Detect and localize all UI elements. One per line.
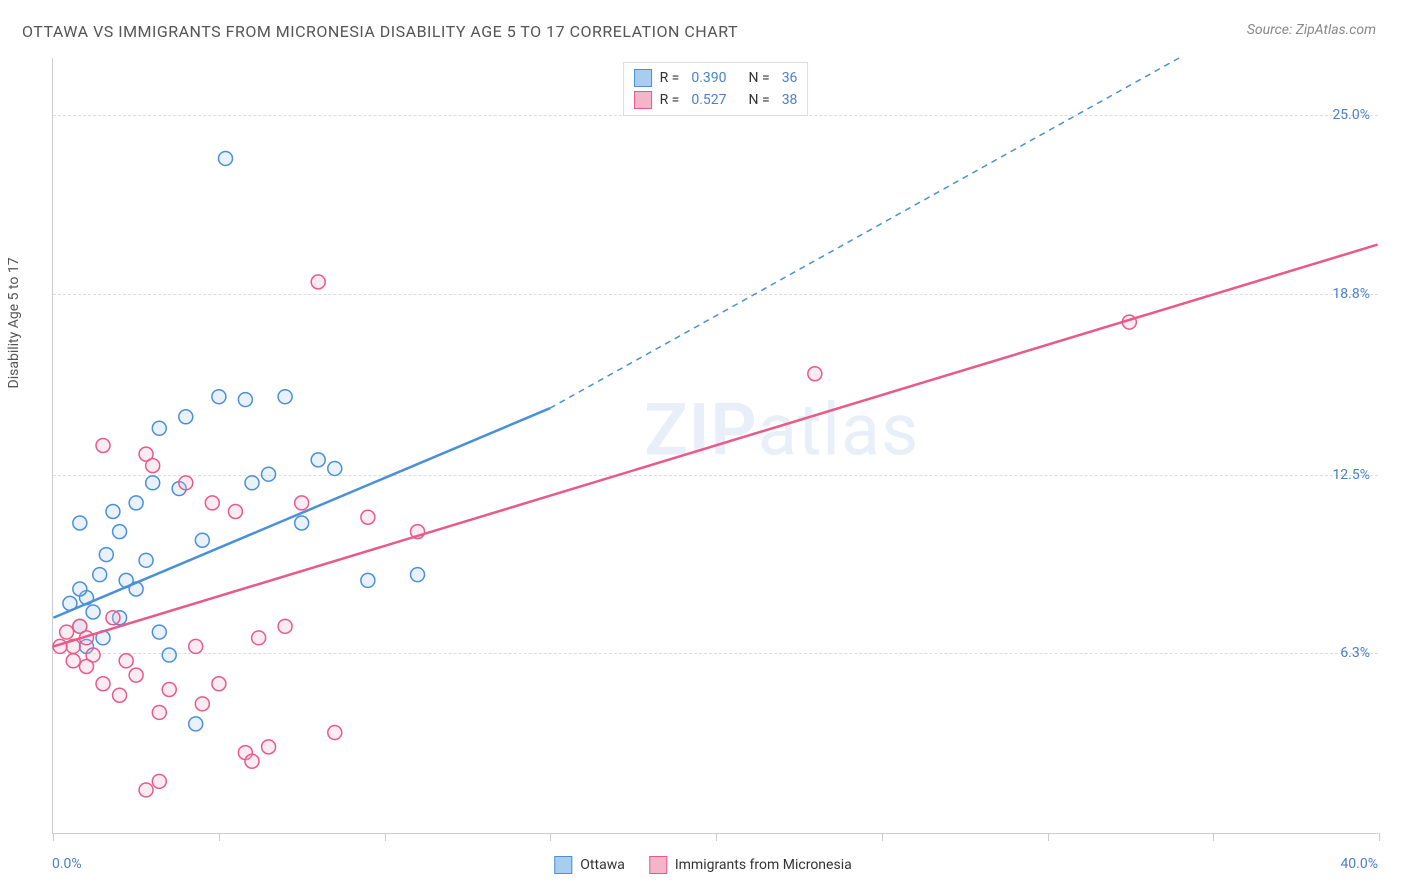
- legend-stats-row: R = 0.527 N = 38: [634, 89, 798, 111]
- data-point: [129, 668, 143, 682]
- legend-n-label: N =: [749, 70, 770, 86]
- data-point: [106, 611, 120, 625]
- data-point: [129, 496, 143, 510]
- data-point: [99, 548, 113, 562]
- chart-title: OTTAWA VS IMMIGRANTS FROM MICRONESIA DIS…: [22, 22, 738, 41]
- legend-swatch: [634, 69, 652, 87]
- legend-bottom: Ottawa Immigrants from Micronesia: [554, 856, 851, 874]
- data-point: [295, 516, 309, 530]
- legend-stats-box: R = 0.390 N = 36 R = 0.527 N = 38: [623, 62, 809, 116]
- data-point: [119, 654, 133, 668]
- legend-swatch: [554, 856, 572, 874]
- legend-item: Immigrants from Micronesia: [649, 856, 852, 874]
- scatter-plot-svg: [53, 58, 1378, 833]
- data-point: [238, 393, 252, 407]
- data-point: [411, 568, 425, 582]
- data-point: [113, 525, 127, 539]
- data-point: [295, 496, 309, 510]
- x-tick: [1379, 833, 1380, 841]
- data-point: [245, 754, 259, 768]
- legend-r-value: 0.527: [691, 92, 726, 108]
- legend-swatch: [634, 91, 652, 109]
- legend-item: Ottawa: [554, 856, 625, 874]
- x-tick: [550, 833, 551, 841]
- data-point: [212, 390, 226, 404]
- data-point: [361, 510, 375, 524]
- y-axis-title: Disability Age 5 to 17: [6, 257, 22, 388]
- data-point: [146, 459, 160, 473]
- data-point: [195, 697, 209, 711]
- data-point: [328, 461, 342, 475]
- data-point: [162, 648, 176, 662]
- data-point: [79, 660, 93, 674]
- data-point: [195, 533, 209, 547]
- data-point: [113, 688, 127, 702]
- data-point: [152, 625, 166, 639]
- data-point: [152, 705, 166, 719]
- data-point: [228, 505, 242, 519]
- data-point: [219, 151, 233, 165]
- data-point: [73, 582, 87, 596]
- data-point: [139, 553, 153, 567]
- data-point: [179, 476, 193, 490]
- x-tick: [385, 833, 386, 841]
- legend-r-label: R =: [660, 70, 680, 86]
- data-point: [106, 505, 120, 519]
- data-point: [139, 783, 153, 797]
- x-tick: [219, 833, 220, 841]
- data-point: [262, 467, 276, 481]
- data-point: [328, 726, 342, 740]
- data-point: [66, 654, 80, 668]
- data-point: [152, 421, 166, 435]
- plot-area: ZIPatlas R =0.390N =36R =0.527N =38 6.3%…: [52, 58, 1378, 834]
- data-point: [146, 476, 160, 490]
- legend-label: Ottawa: [580, 857, 625, 873]
- x-tick: [53, 833, 54, 841]
- data-point: [262, 740, 276, 754]
- data-point: [189, 639, 203, 653]
- data-point: [162, 682, 176, 696]
- data-point: [252, 631, 266, 645]
- x-tick: [716, 833, 717, 841]
- legend-n-label: N =: [749, 92, 770, 108]
- data-point: [361, 573, 375, 587]
- legend-label: Immigrants from Micronesia: [675, 857, 852, 873]
- data-point: [808, 367, 822, 381]
- x-axis-max-label: 40.0%: [1340, 856, 1378, 872]
- x-tick: [1048, 833, 1049, 841]
- data-point: [205, 496, 219, 510]
- data-point: [278, 619, 292, 633]
- x-tick: [1213, 833, 1214, 841]
- legend-swatch: [649, 856, 667, 874]
- data-point: [93, 568, 107, 582]
- data-point: [152, 774, 166, 788]
- trend-line: [53, 408, 550, 618]
- data-point: [212, 677, 226, 691]
- data-point: [86, 605, 100, 619]
- data-point: [311, 453, 325, 467]
- legend-stats-row: R = 0.390 N = 36: [634, 67, 798, 89]
- data-point: [278, 390, 292, 404]
- x-tick: [882, 833, 883, 841]
- data-point: [245, 476, 259, 490]
- legend-n-value: 36: [782, 70, 798, 86]
- data-point: [96, 439, 110, 453]
- data-point: [189, 717, 203, 731]
- legend-r-value: 0.390: [691, 70, 726, 86]
- source-attribution: Source: ZipAtlas.com: [1247, 22, 1376, 38]
- data-point: [179, 410, 193, 424]
- legend-r-label: R =: [660, 92, 680, 108]
- x-axis-min-label: 0.0%: [52, 856, 82, 872]
- data-point: [311, 275, 325, 289]
- trend-line: [53, 245, 1377, 647]
- data-point: [96, 677, 110, 691]
- legend-n-value: 38: [782, 92, 798, 108]
- chart-container: OTTAWA VS IMMIGRANTS FROM MICRONESIA DIS…: [0, 0, 1406, 892]
- data-point: [73, 516, 87, 530]
- data-point: [60, 625, 74, 639]
